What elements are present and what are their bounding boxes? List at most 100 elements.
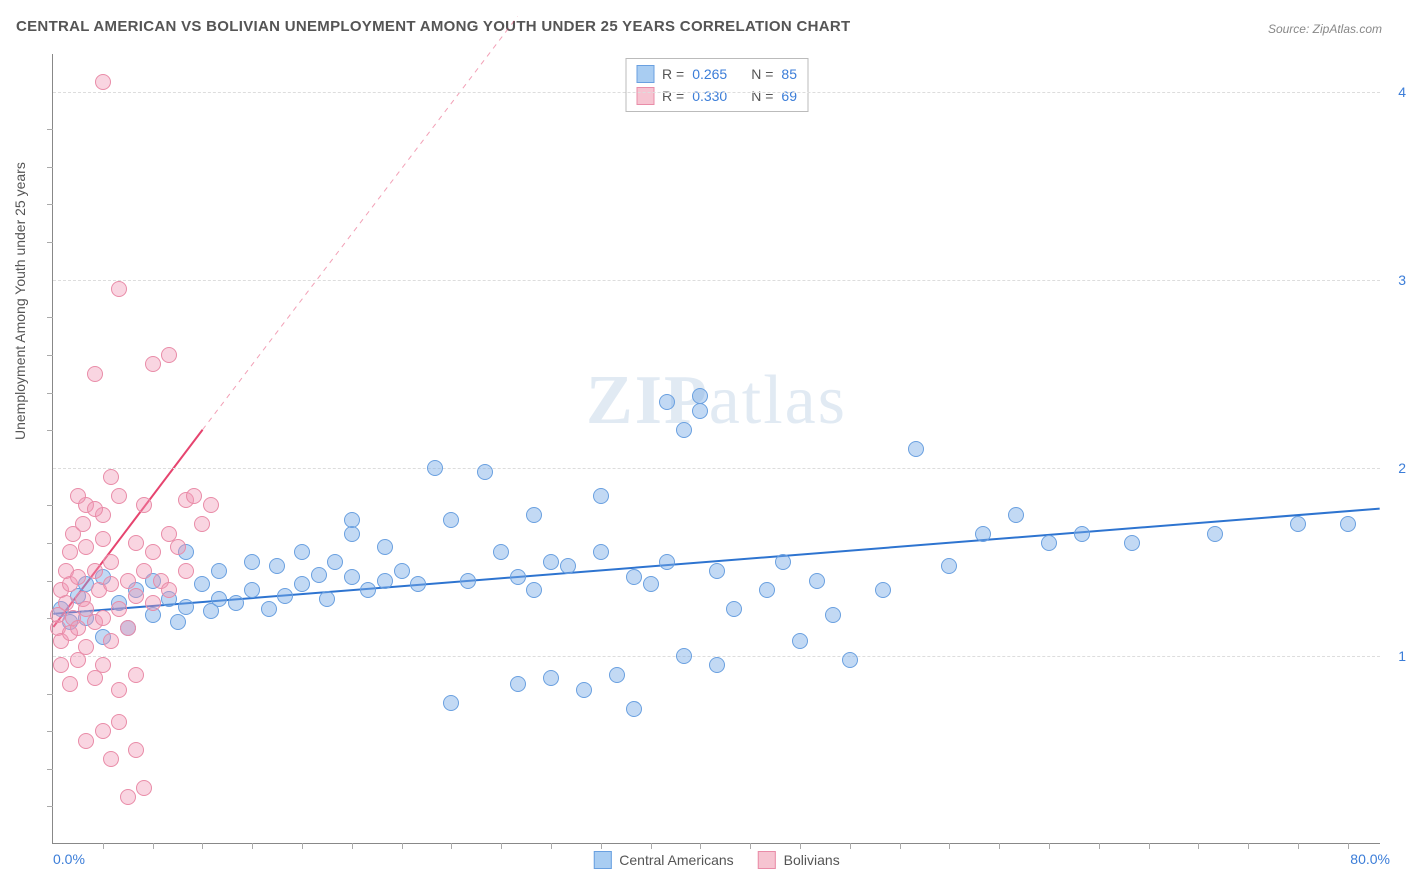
x-minor-tick — [1099, 843, 1100, 849]
scatter-point — [377, 539, 393, 555]
scatter-point — [360, 582, 376, 598]
y-minor-tick — [47, 167, 53, 168]
y-minor-tick — [47, 543, 53, 544]
scatter-point — [659, 394, 675, 410]
y-tick-label: 30.0% — [1398, 272, 1406, 288]
scatter-point — [726, 601, 742, 617]
scatter-point — [327, 554, 343, 570]
gridline-h — [53, 468, 1380, 469]
x-minor-tick — [402, 843, 403, 849]
scatter-point — [70, 569, 86, 585]
y-tick-label: 10.0% — [1398, 648, 1406, 664]
y-minor-tick — [47, 317, 53, 318]
scatter-point — [75, 516, 91, 532]
scatter-point — [103, 576, 119, 592]
x-minor-tick — [800, 843, 801, 849]
y-minor-tick — [47, 769, 53, 770]
plot-area: ZIPatlas R = 0.265 N = 85 R = 0.330 N = … — [52, 54, 1380, 844]
scatter-point — [103, 469, 119, 485]
scatter-point — [244, 582, 260, 598]
scatter-point — [709, 657, 725, 673]
scatter-point — [676, 648, 692, 664]
scatter-point — [1041, 535, 1057, 551]
scatter-point — [128, 535, 144, 551]
r-label: R = — [662, 88, 684, 104]
scatter-point — [526, 507, 542, 523]
x-minor-tick — [850, 843, 851, 849]
scatter-point — [825, 607, 841, 623]
scatter-point — [626, 701, 642, 717]
y-minor-tick — [47, 731, 53, 732]
y-tick-label: 20.0% — [1398, 460, 1406, 476]
scatter-point — [543, 554, 559, 570]
scatter-point — [593, 544, 609, 560]
scatter-point — [95, 74, 111, 90]
scatter-point — [62, 544, 78, 560]
x-minor-tick — [153, 843, 154, 849]
scatter-point — [58, 595, 74, 611]
scatter-point — [120, 789, 136, 805]
scatter-point — [692, 403, 708, 419]
scatter-point — [344, 512, 360, 528]
scatter-point — [136, 563, 152, 579]
correlation-legend: R = 0.265 N = 85 R = 0.330 N = 69 — [625, 58, 808, 112]
y-minor-tick — [47, 393, 53, 394]
scatter-point — [178, 599, 194, 615]
swatch-central — [636, 65, 654, 83]
scatter-point — [493, 544, 509, 560]
scatter-point — [128, 667, 144, 683]
scatter-point — [410, 576, 426, 592]
scatter-point — [78, 733, 94, 749]
scatter-point — [111, 488, 127, 504]
swatch-bolivian-icon — [758, 851, 776, 869]
scatter-point — [576, 682, 592, 698]
y-minor-tick — [47, 505, 53, 506]
scatter-point — [120, 573, 136, 589]
scatter-point — [95, 657, 111, 673]
scatter-point — [95, 531, 111, 547]
scatter-point — [87, 366, 103, 382]
scatter-point — [311, 567, 327, 583]
scatter-point — [120, 620, 136, 636]
scatter-point — [95, 610, 111, 626]
scatter-point — [70, 620, 86, 636]
chart-title: CENTRAL AMERICAN VS BOLIVIAN UNEMPLOYMEN… — [16, 18, 850, 35]
y-minor-tick — [47, 694, 53, 695]
correlation-row-0: R = 0.265 N = 85 — [636, 63, 797, 85]
scatter-point — [294, 544, 310, 560]
scatter-point — [526, 582, 542, 598]
gridline-h — [53, 280, 1380, 281]
scatter-point — [186, 488, 202, 504]
swatch-central-icon — [593, 851, 611, 869]
scatter-point — [560, 558, 576, 574]
legend-label: Bolivians — [784, 852, 840, 868]
scatter-point — [145, 356, 161, 372]
scatter-point — [975, 526, 991, 542]
scatter-point — [759, 582, 775, 598]
correlation-row-1: R = 0.330 N = 69 — [636, 85, 797, 107]
y-tick-label: 40.0% — [1398, 84, 1406, 100]
gridline-h — [53, 92, 1380, 93]
x-minor-tick — [451, 843, 452, 849]
scatter-point — [319, 591, 335, 607]
scatter-point — [261, 601, 277, 617]
scatter-point — [70, 488, 86, 504]
scatter-point — [203, 497, 219, 513]
x-minor-tick — [700, 843, 701, 849]
scatter-point — [377, 573, 393, 589]
scatter-point — [510, 676, 526, 692]
x-minor-tick — [949, 843, 950, 849]
scatter-point — [194, 516, 210, 532]
scatter-point — [269, 558, 285, 574]
scatter-point — [941, 558, 957, 574]
x-minor-tick — [352, 843, 353, 849]
x-minor-tick — [1248, 843, 1249, 849]
scatter-point — [95, 723, 111, 739]
scatter-point — [394, 563, 410, 579]
swatch-bolivian — [636, 87, 654, 105]
x-minor-tick — [501, 843, 502, 849]
scatter-point — [842, 652, 858, 668]
scatter-point — [111, 682, 127, 698]
x-minor-tick — [1198, 843, 1199, 849]
scatter-point — [170, 614, 186, 630]
